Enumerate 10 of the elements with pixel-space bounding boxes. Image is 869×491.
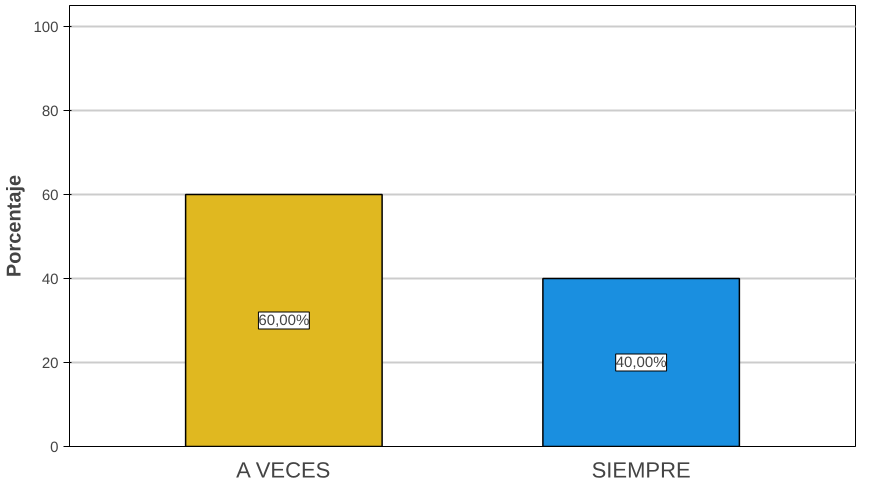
y-tick-label: 60 [42, 187, 59, 204]
y-tick-label: 0 [50, 439, 58, 456]
x-tick-label: A VECES [236, 458, 330, 482]
y-tick-label: 80 [42, 103, 59, 120]
y-tick-label: 20 [42, 355, 59, 372]
y-tick-label: 100 [33, 19, 59, 36]
y-axis-title: Porcentaje [3, 174, 26, 278]
y-tick-label: 40 [42, 271, 59, 288]
data-label: 40,00% [616, 354, 667, 371]
x-tick-label: SIEMPRE [592, 458, 691, 482]
